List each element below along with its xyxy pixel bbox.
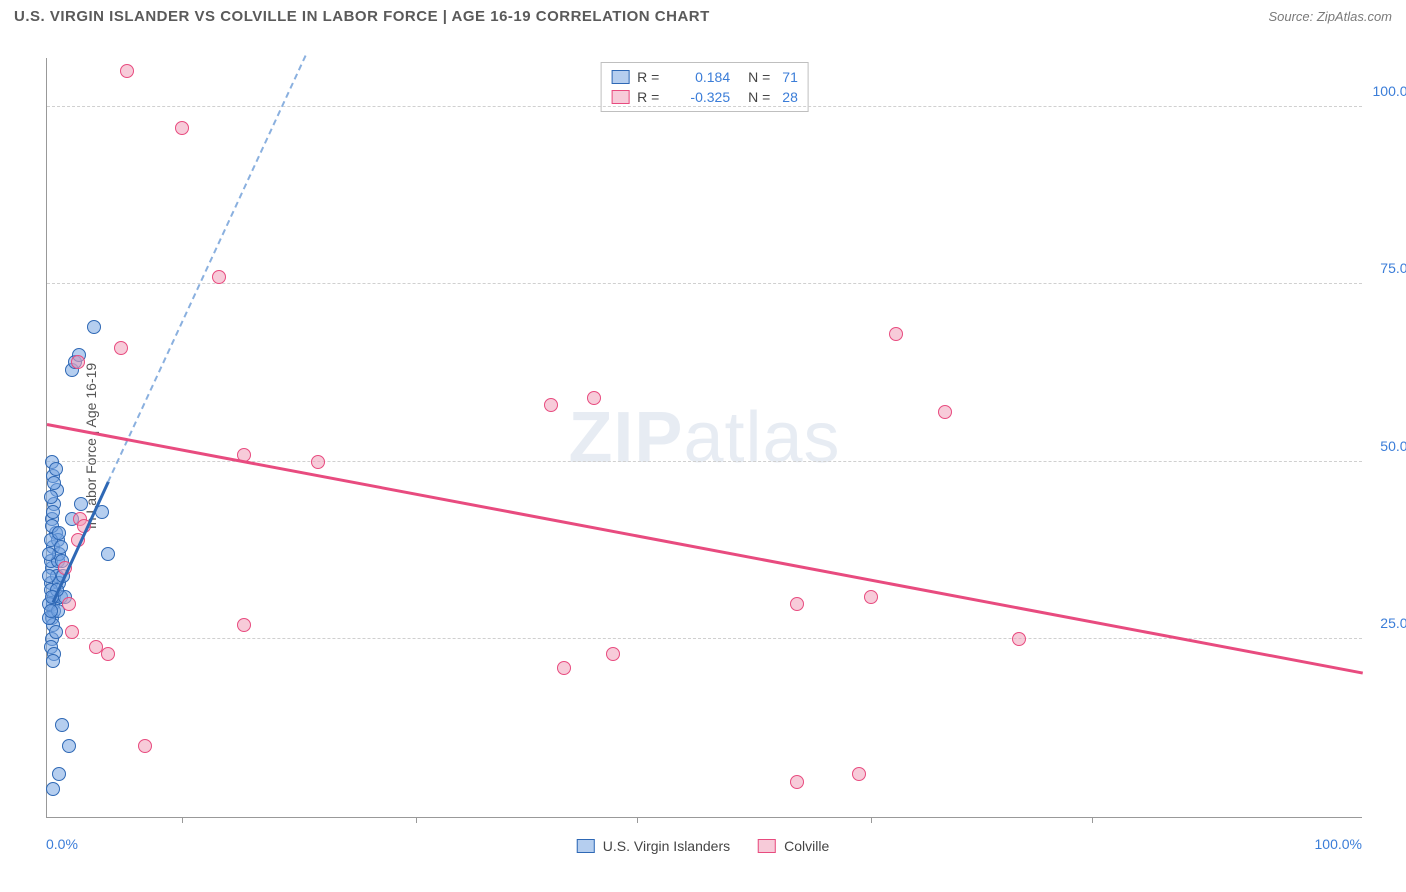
data-point (587, 391, 601, 405)
data-point (49, 462, 63, 476)
legend-row: R = -0.325 N = 28 (611, 87, 798, 107)
legend-swatch (758, 839, 776, 853)
chart-area: ZIPatlas R =0.184N =71R =-0.325N =28 25.… (46, 58, 1362, 818)
legend-correlation: R = 0.184 N = 71 R = -0.325 N = 28 (600, 62, 809, 112)
x-tick-mark (1092, 817, 1093, 823)
data-point (114, 341, 128, 355)
x-tick-mark (871, 817, 872, 823)
x-tick-mark (416, 817, 417, 823)
data-point (42, 569, 56, 583)
title-bar: U.S. VIRGIN ISLANDER VS COLVILLE IN LABO… (0, 0, 1406, 31)
legend-swatch (611, 70, 629, 84)
data-point (52, 526, 66, 540)
legend-item: Colville (758, 838, 829, 854)
gridline-h (47, 106, 1362, 107)
data-point (237, 618, 251, 632)
data-point (65, 625, 79, 639)
n-value: 71 (782, 69, 798, 85)
data-point (47, 476, 61, 490)
data-point (49, 625, 63, 639)
data-point (54, 540, 68, 554)
watermark-bold: ZIP (568, 398, 683, 478)
data-point (544, 398, 558, 412)
data-point (852, 767, 866, 781)
data-point (138, 739, 152, 753)
r-value: -0.325 (675, 89, 730, 105)
n-value: 28 (782, 89, 798, 105)
x-tick-mark (637, 817, 638, 823)
gridline-h (47, 283, 1362, 284)
data-point (71, 355, 85, 369)
legend-swatch (577, 839, 595, 853)
legend-row: R = 0.184 N = 71 (611, 67, 798, 87)
x-tick-min: 0.0% (46, 836, 78, 852)
data-point (46, 505, 60, 519)
data-point (790, 775, 804, 789)
data-point (44, 604, 58, 618)
r-value: 0.184 (675, 69, 730, 85)
legend-item: U.S. Virgin Islanders (577, 838, 730, 854)
data-point (46, 654, 60, 668)
data-point (52, 767, 66, 781)
legend-label: Colville (784, 838, 829, 854)
data-point (87, 320, 101, 334)
data-point (101, 547, 115, 561)
data-point (175, 121, 189, 135)
data-point (1012, 632, 1026, 646)
data-point (606, 647, 620, 661)
source-label: Source: ZipAtlas.com (1268, 9, 1392, 24)
r-label: R = (637, 89, 667, 105)
data-point (62, 597, 76, 611)
data-point (864, 590, 878, 604)
data-point (120, 64, 134, 78)
watermark: ZIPatlas (568, 397, 840, 479)
gridline-h (47, 638, 1362, 639)
y-tick-label: 75.0% (1380, 260, 1406, 276)
x-tick-max: 100.0% (1315, 836, 1362, 852)
data-point (311, 455, 325, 469)
chart-title: U.S. VIRGIN ISLANDER VS COLVILLE IN LABO… (14, 8, 710, 25)
data-point (889, 327, 903, 341)
trend-line (108, 56, 307, 483)
data-point (212, 270, 226, 284)
n-label: N = (748, 89, 770, 105)
legend-series: U.S. Virgin Islanders Colville (577, 838, 829, 854)
y-tick-label: 50.0% (1380, 438, 1406, 454)
data-point (101, 647, 115, 661)
data-point (44, 490, 58, 504)
y-tick-label: 25.0% (1380, 615, 1406, 631)
x-tick-mark (182, 817, 183, 823)
n-label: N = (748, 69, 770, 85)
watermark-light: atlas (683, 398, 840, 478)
data-point (62, 739, 76, 753)
legend-swatch (611, 90, 629, 104)
y-tick-label: 100.0% (1373, 83, 1406, 99)
data-point (938, 405, 952, 419)
r-label: R = (637, 69, 667, 85)
data-point (46, 782, 60, 796)
data-point (790, 597, 804, 611)
data-point (74, 497, 88, 511)
legend-label: U.S. Virgin Islanders (603, 838, 730, 854)
data-point (55, 718, 69, 732)
data-point (557, 661, 571, 675)
